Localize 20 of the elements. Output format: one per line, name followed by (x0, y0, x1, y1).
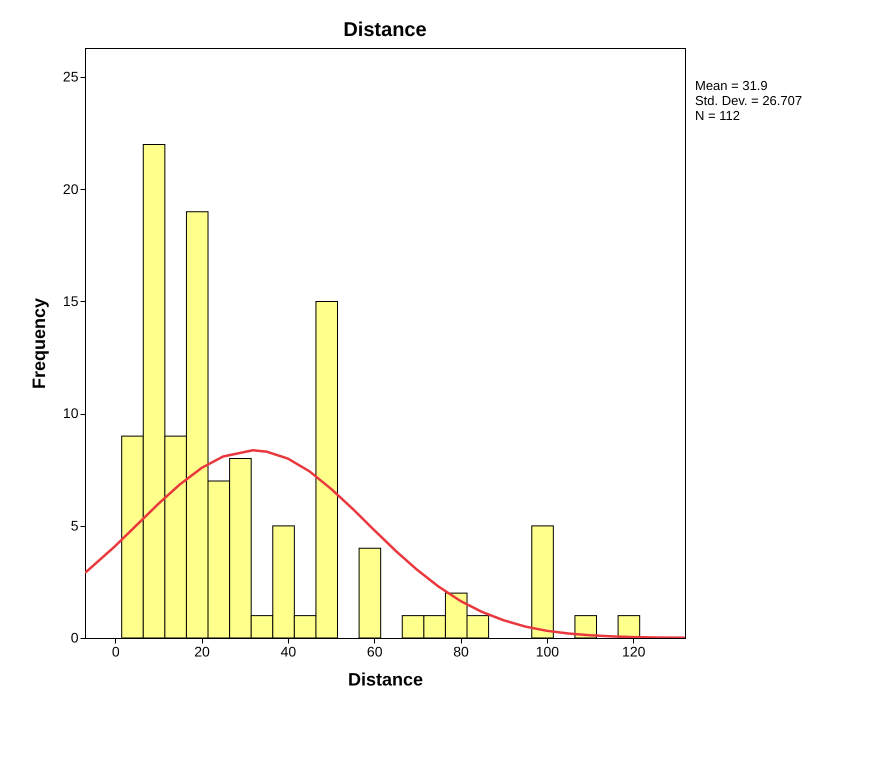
y-tick-label: 10 (62, 405, 79, 422)
x-tick-label: 60 (366, 644, 383, 660)
x-tick-label: 100 (536, 644, 560, 660)
text: Std. Dev. = 26.707 (695, 93, 802, 108)
x-tick-label: 120 (622, 644, 646, 660)
y-tick-label: 5 (70, 517, 79, 534)
y-tick-label: 0 (70, 630, 79, 646)
text: Mean = 31.9 (695, 78, 768, 93)
x-tick-label: 0 (112, 644, 120, 660)
x-tick-label: 80 (453, 644, 470, 660)
x-tick-label: 20 (194, 644, 210, 660)
y-tick-label: 15 (62, 293, 79, 309)
y-tick-label: 25 (62, 68, 79, 85)
chart-title: Distance (343, 19, 427, 41)
y-tick-label: 20 (62, 180, 79, 197)
text: N = 112 (695, 108, 740, 123)
y-axis-title: Frequency (28, 298, 49, 390)
line-series (85, 448, 685, 638)
x-tick-label: 40 (280, 644, 296, 660)
x-axis-title: Distance (348, 670, 424, 690)
